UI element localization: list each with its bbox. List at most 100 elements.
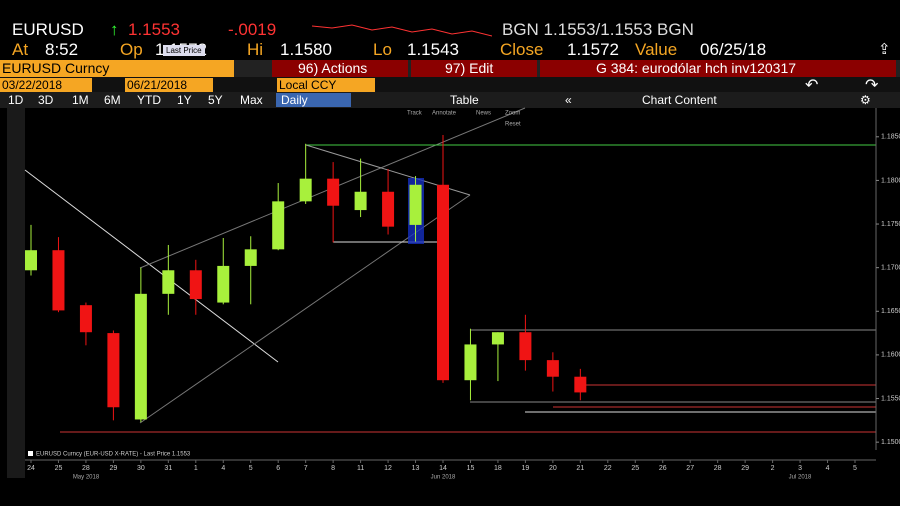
x-tick-label: 5 [249,465,253,472]
sparkline [312,24,492,37]
toolbar-row: EURUSD Curncy 96) Actions 97) Edit G 384… [0,60,900,77]
x-tick-label: 14 [439,465,447,472]
candle-body [327,178,340,206]
x-tick-label: 25 [55,465,63,472]
field-value: 1.1580 [280,40,332,59]
x-tick-label: 15 [467,465,475,472]
candle-body [299,178,312,202]
field-value: 1.1543 [407,40,459,59]
period-button[interactable]: 1Y [177,93,192,107]
x-tick-label: 7 [304,465,308,472]
chart-tools: Track Annotate News Zoom Reset [407,111,521,128]
x-tick-label: 11 [357,465,364,472]
x-tick-label: 31 [164,465,172,472]
settings[interactable]: ⚙ [860,93,871,107]
field-label: At [12,40,29,59]
chart-tool[interactable]: Track [407,111,423,117]
period-button[interactable]: 3D [38,93,54,107]
x-tick-label: 13 [412,465,420,472]
x-tick-label: 30 [137,465,145,472]
chart-tool[interactable]: Annotate [432,111,457,117]
actions[interactable]: 96) Actions [272,60,408,77]
legend-swatch [28,451,33,456]
x-tick-label: 28 [82,465,90,472]
drawing-tools [7,108,25,478]
candle-body [464,344,477,381]
candle-body [79,305,92,333]
chart-tool[interactable]: Zoom [505,111,520,117]
y-tick-label: 1.1750 [881,221,900,228]
x-tick-label: 18 [494,465,502,472]
period-button[interactable]: Max [240,93,263,107]
x-tick-label: 5 [853,465,857,472]
candle-body [409,184,422,225]
x-tick-label: 4 [826,465,830,472]
x-tick-label: 29 [741,465,749,472]
candle-body [162,270,175,294]
period-button[interactable]: 5Y [208,93,223,107]
chart-tool[interactable]: Reset [505,122,521,128]
currency[interactable]: Local CCY [277,78,375,92]
field-label: Op [120,40,143,59]
change: -.0019 [228,20,277,39]
x-tick-label: 28 [714,465,722,472]
field-label: Hi [247,40,264,59]
x-tick-label: 1 [194,465,198,472]
annotations [24,107,877,461]
chart-tool[interactable]: News [476,111,491,117]
tooltip: Last Price [163,45,205,56]
y-tick-label: 1.1550 [881,395,900,402]
x-tick-label: 24 [27,465,35,472]
end-date[interactable]: 06/21/2018 [125,78,213,92]
chart-content[interactable]: Chart Content [642,93,717,107]
month-label: May 2018 [73,475,100,481]
candle-body [491,332,504,345]
period-button[interactable]: 1D [8,93,24,107]
source: BGN 1.1553/1.1553 BGN [502,20,694,39]
x-tick-label: 2 [771,465,775,472]
candle-body [52,250,65,311]
x-tick-label: 19 [522,465,530,472]
candle-body [354,191,367,211]
ticker: EURUSD [12,20,84,39]
y-tick-label: 1.1500 [881,439,900,446]
period-button[interactable]: YTD [137,93,161,107]
candle-body [217,265,230,303]
redo[interactable]: ↷ [865,77,879,94]
y-tick-label: 1.1650 [881,308,900,315]
period-row: Daily Table « Chart Content ⚙ 1D 3D 1M 6M YT… [0,92,900,108]
up-arrow: ↑ [110,20,119,39]
month-label: Jun 2018 [431,475,456,481]
x-tick-label: 4 [221,465,225,472]
x-tick-label: 8 [331,465,335,472]
field-label: Lo [373,40,392,59]
legend: EURUSD Curncy (EUR-USD X-RATE) - Last Pr… [36,452,191,458]
candle-body [134,293,147,420]
month-label: Jul 2018 [789,475,812,481]
date-row: 03/22/2018 06/21/2018 Local CCY ↶ ↷ [0,77,900,94]
table[interactable]: Table [450,93,479,107]
frequency[interactable]: Daily [276,93,351,107]
y-tick-label: 1.1700 [881,265,900,272]
period-button[interactable]: 6M [104,93,121,107]
collapse[interactable]: « [565,93,572,107]
candle-body [189,270,202,300]
y-tick-label: 1.1850 [881,134,900,141]
undo[interactable]: ↶ [805,77,819,94]
field-label: Value [635,40,678,59]
security: EURUSD Curncy [0,60,234,77]
candle-body [25,250,37,271]
start-date[interactable]: 03/22/2018 [0,78,92,92]
export-icon[interactable]: ⇪ [878,41,891,58]
x-tick-label: 6 [276,465,280,472]
x-tick-label: 21 [576,465,584,472]
period-button[interactable]: 1M [72,93,89,107]
x-tick-label: 3 [798,465,802,472]
edit[interactable]: 97) Edit [411,60,537,77]
candle-body [382,191,395,227]
candle-body [272,201,285,250]
candle-body [519,332,532,361]
field-label: Close [500,40,544,59]
